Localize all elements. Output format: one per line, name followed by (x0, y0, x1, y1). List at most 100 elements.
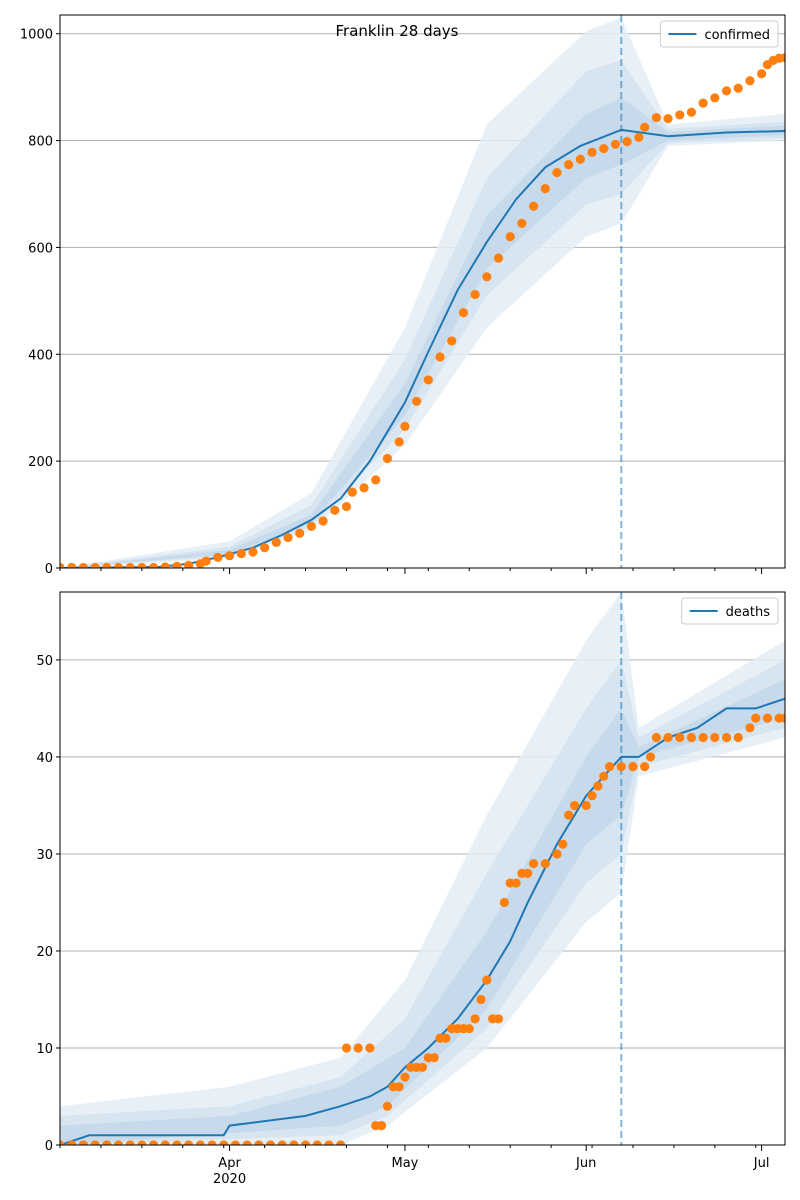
observed-point (184, 1140, 194, 1145)
y-tick-label: 30 (36, 848, 53, 863)
confirmed-panel: 0 200 400 600 800 1000 confirmed (20, 14, 786, 577)
observed-point (470, 1014, 480, 1024)
observed-point (254, 1140, 264, 1145)
observed-point (482, 272, 492, 282)
observed-point (271, 537, 281, 547)
observed-point (675, 110, 685, 120)
observed-point (125, 1140, 135, 1145)
observed-point (721, 732, 732, 743)
y-tick-label: 50 (36, 654, 53, 669)
observed-point (482, 975, 492, 985)
observed-point (751, 713, 761, 723)
observed-point (587, 791, 597, 801)
observed-point (552, 849, 562, 859)
observed-point (622, 137, 632, 147)
observed-point (306, 521, 317, 531)
observed-point (113, 562, 124, 568)
observed-point (558, 839, 568, 849)
observed-point (423, 375, 433, 385)
observed-point (324, 1140, 334, 1145)
y-tick-label: 800 (28, 135, 53, 150)
observed-point (762, 713, 773, 723)
observed-point (330, 505, 340, 515)
observed-point (675, 732, 685, 743)
observed-point (78, 1140, 88, 1145)
observed-point (283, 532, 293, 543)
observed-point (470, 289, 480, 300)
observed-point (289, 1140, 299, 1145)
observed-point (721, 86, 732, 96)
observed-point (511, 878, 521, 888)
observed-point (78, 562, 88, 568)
y-tick-label: 20 (36, 945, 53, 960)
observed-point (634, 132, 644, 142)
observed-point (160, 1140, 170, 1145)
y-tick-label: 600 (28, 241, 53, 256)
observed-point (219, 1140, 229, 1145)
observed-point (300, 1140, 311, 1145)
deaths-panel: 0 10 20 30 40 50 Apr May Jun Jul 2020 deaths (36, 591, 786, 1187)
observed-point (710, 93, 720, 103)
observed-point (277, 1140, 287, 1145)
observed-point (400, 1072, 410, 1082)
observed-point (265, 1140, 276, 1145)
observed-point (464, 1023, 474, 1034)
observed-point (336, 1140, 346, 1145)
observed-point (540, 859, 550, 869)
y-tick-label: 0 (45, 562, 53, 577)
observed-point (394, 437, 404, 447)
observed-point (417, 1062, 428, 1072)
x-tick-label: Apr (218, 1156, 241, 1171)
uncertainty-band (60, 679, 785, 1145)
observed-point (113, 1140, 124, 1145)
observed-point (540, 184, 550, 194)
y-tick-label: 40 (36, 751, 53, 766)
observed-point (201, 556, 211, 566)
observed-point (569, 800, 580, 811)
observed-point (604, 762, 615, 772)
y-tick-label: 10 (36, 1042, 53, 1057)
observed-point (60, 1140, 65, 1145)
observed-point (353, 1043, 363, 1053)
observed-point (341, 501, 352, 512)
observed-point (394, 1082, 404, 1092)
observed-point (628, 762, 638, 772)
observed-point (260, 543, 270, 553)
observed-point (651, 112, 661, 123)
observed-point (347, 487, 357, 497)
observed-point (599, 143, 609, 154)
observed-point (640, 122, 650, 132)
observed-point (371, 475, 381, 485)
x-year-label: 2020 (213, 1172, 246, 1187)
observed-point (125, 562, 135, 568)
observed-point (248, 547, 258, 557)
observed-point (400, 421, 410, 432)
observed-point (184, 560, 194, 568)
legend: deaths (681, 597, 779, 625)
observed-point (745, 76, 755, 86)
observed-point (435, 352, 445, 362)
observed-point (207, 1140, 217, 1145)
observed-point (365, 1043, 375, 1053)
legend-label: confirmed (704, 28, 770, 43)
axes-frame (59, 14, 786, 569)
observed-point (651, 732, 661, 743)
observed-point (447, 336, 457, 346)
observed-point (137, 1140, 147, 1145)
observed-point (376, 1120, 387, 1131)
observed-point (581, 800, 591, 811)
uncertainty-band (60, 17, 785, 568)
y-tick-label: 200 (28, 455, 53, 470)
observed-point (195, 1140, 205, 1145)
observed-point (733, 83, 743, 93)
observed-point (148, 562, 159, 568)
observed-point (616, 762, 626, 772)
x-tick-label: Jul (753, 1156, 770, 1171)
observed-point (780, 53, 785, 63)
y-tick-label: 1000 (20, 28, 53, 43)
observed-point (640, 762, 650, 772)
observed-point (160, 562, 170, 568)
observed-point (224, 551, 235, 561)
observed-point (295, 528, 305, 538)
uncertainty-band (60, 60, 785, 568)
